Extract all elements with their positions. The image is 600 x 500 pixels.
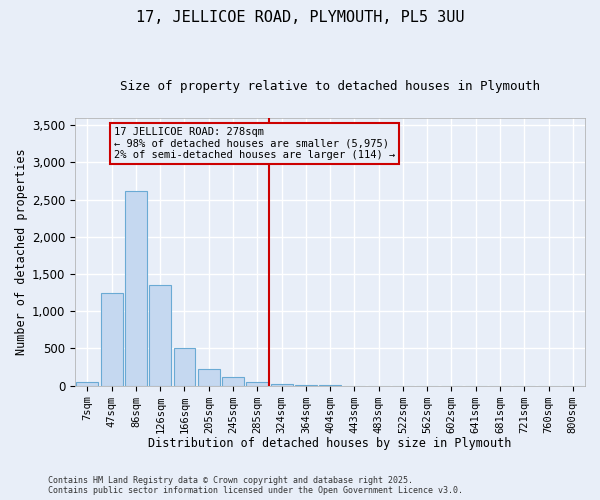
Y-axis label: Number of detached properties: Number of detached properties [15, 148, 28, 355]
Bar [125, 192, 147, 386]
Bar [271, 384, 293, 386]
Bar [149, 285, 171, 386]
Text: 17, JELLICOE ROAD, PLYMOUTH, PL5 3UU: 17, JELLICOE ROAD, PLYMOUTH, PL5 3UU [136, 10, 464, 25]
Text: 17 JELLICOE ROAD: 278sqm
← 98% of detached houses are smaller (5,975)
2% of semi: 17 JELLICOE ROAD: 278sqm ← 98% of detach… [114, 126, 395, 160]
Bar [101, 292, 122, 386]
Bar [76, 382, 98, 386]
Bar [173, 348, 196, 386]
Bar [247, 382, 268, 386]
Text: Contains HM Land Registry data © Crown copyright and database right 2025.
Contai: Contains HM Land Registry data © Crown c… [48, 476, 463, 495]
Bar [222, 376, 244, 386]
X-axis label: Distribution of detached houses by size in Plymouth: Distribution of detached houses by size … [148, 437, 512, 450]
Title: Size of property relative to detached houses in Plymouth: Size of property relative to detached ho… [120, 80, 540, 93]
Bar [198, 369, 220, 386]
